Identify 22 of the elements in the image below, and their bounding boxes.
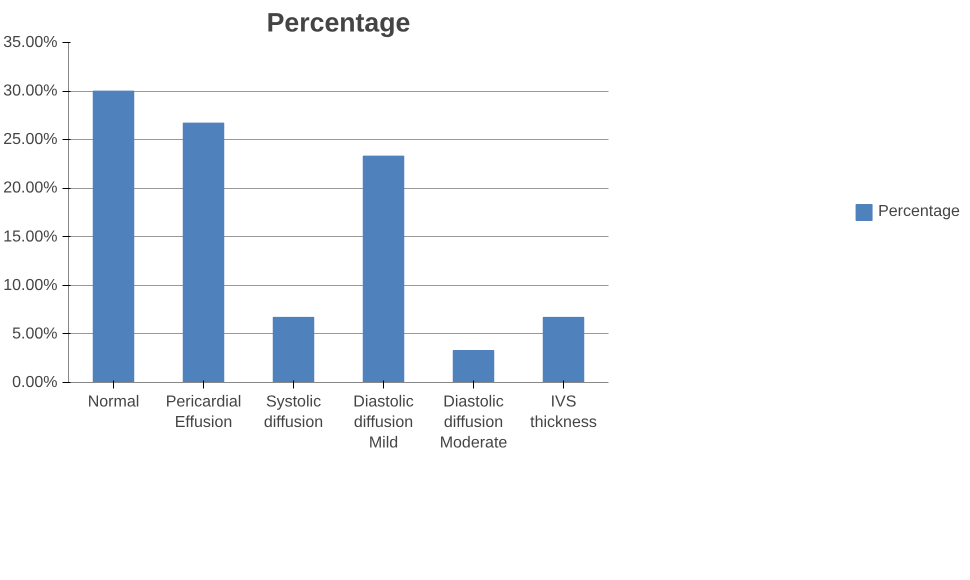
y-tick-label: 15.00% bbox=[3, 228, 58, 246]
y-tick-label: 20.00% bbox=[3, 180, 58, 197]
legend-label: Percentage bbox=[878, 203, 960, 221]
x-tick-label: Pericardial Effusion bbox=[166, 394, 242, 431]
y-tick-label: 25.00% bbox=[3, 131, 58, 148]
bar bbox=[542, 316, 584, 382]
y-tick-label: 5.00% bbox=[12, 325, 58, 342]
x-tick-label: Diastolic diffusion Mild bbox=[353, 394, 414, 452]
x-tick-label: Systolic diffusion bbox=[264, 394, 324, 431]
x-tick-label: IVS thickness bbox=[530, 394, 597, 431]
y-tick-label: 0.00% bbox=[12, 374, 58, 391]
bar bbox=[362, 156, 404, 382]
bar bbox=[272, 316, 314, 382]
bar bbox=[452, 350, 494, 382]
y-tick-label: 10.00% bbox=[3, 276, 58, 294]
y-tick-label: 35.00% bbox=[3, 34, 58, 51]
bar bbox=[182, 122, 224, 382]
x-tick-label: Diastolic diffusion Moderate bbox=[440, 394, 508, 452]
x-tick-label: Normal bbox=[88, 394, 140, 410]
bar bbox=[92, 90, 134, 382]
y-tick-label: 30.00% bbox=[3, 82, 58, 100]
chart-title: Percentage bbox=[266, 8, 410, 38]
